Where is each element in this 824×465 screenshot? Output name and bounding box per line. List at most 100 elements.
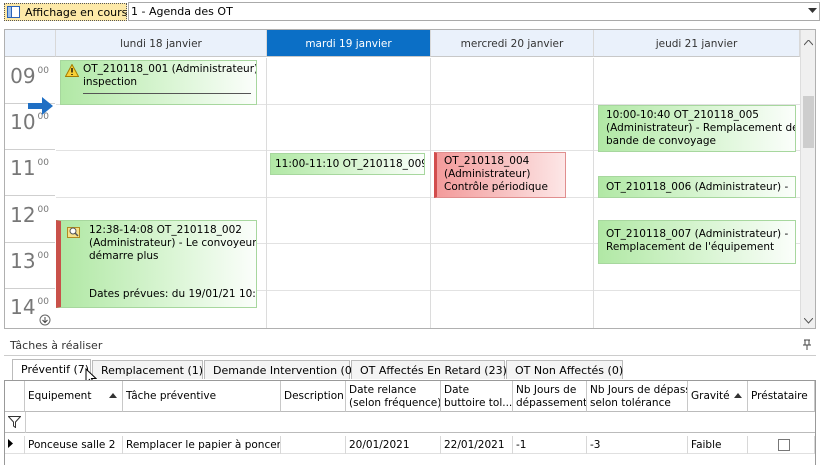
calendar: lundi 18 janvier mardi 19 janvier mercre… (4, 29, 816, 329)
minutes: 00 (37, 205, 49, 215)
cell[interactable]: Remplacer le papier à poncer (123, 436, 281, 454)
cell[interactable]: 22/01/2021 (441, 436, 513, 454)
column-header-text: (selon fréquence) (349, 397, 441, 409)
checkbox[interactable] (778, 439, 790, 451)
appointment-line: bande de convoyage (606, 135, 716, 147)
hour-label: 14 00 (5, 289, 55, 328)
scroll-thumb[interactable] (803, 96, 814, 148)
hour: 14 (10, 295, 36, 319)
minutes: 00 (37, 297, 49, 307)
appointment[interactable]: OT_210118_007 (Administrateur) - Remplac… (598, 220, 796, 264)
filter-icon[interactable] (8, 416, 21, 428)
column-header-text: buttoire tol... (444, 397, 513, 409)
cell-line (25, 412, 26, 433)
appointment[interactable]: 10:00-10:40 OT_210118_005 (Administrateu… (598, 105, 796, 152)
hour-line (56, 150, 800, 151)
column-header-text: dépassement (516, 397, 587, 409)
row-indicator-header (5, 381, 25, 412)
corner (5, 30, 56, 57)
minutes: 00 (37, 112, 49, 122)
day-header[interactable]: mardi 19 janvier (267, 30, 431, 57)
minutes: 00 (37, 66, 49, 76)
hour: 12 (10, 203, 36, 227)
appointment-footer: Dates prévues: du 19/01/21 10:00 (89, 288, 257, 300)
scroll-up[interactable] (804, 40, 813, 46)
column-header[interactable]: Equipement (25, 381, 123, 412)
column-header[interactable]: Description (281, 381, 346, 412)
cell[interactable]: 20/01/2021 (346, 436, 441, 454)
appointment-line: 12:38-14:08 OT_210118_002 (89, 224, 242, 236)
view-button[interactable]: Affichage en cours (4, 3, 127, 21)
tab[interactable]: OT Non Affectés (0) (506, 360, 623, 379)
hour: 10 (10, 110, 36, 134)
column-header-text: Equipement (28, 390, 92, 402)
appointment-line: Contrôle périodique (444, 181, 548, 193)
hour-line (56, 243, 800, 244)
day-line (266, 58, 267, 328)
column-header[interactable]: Tâche préventive (123, 381, 281, 412)
tab[interactable]: Demande Intervention (0) (204, 360, 356, 379)
cell[interactable] (281, 436, 346, 454)
scrollbar[interactable] (800, 30, 815, 328)
hour: 13 (10, 249, 36, 273)
panel-title: Tâches à réaliser (4, 335, 816, 356)
cell[interactable]: Faible (688, 436, 748, 454)
panel-title-text: Tâches à réaliser (10, 339, 103, 352)
minutes: 00 (37, 251, 49, 261)
column-header-text: selon tolérance (590, 397, 671, 409)
appointment[interactable]: OT_210118_006 (Administrateur) - (598, 176, 796, 198)
cell[interactable]: -1 (513, 436, 587, 454)
tab[interactable]: Remplacement (1) (92, 360, 203, 379)
task-grid: Equipement Tâche préventive Description … (4, 380, 816, 465)
appointment-line: (Administrateur) - Le convoyeur ne (89, 237, 257, 249)
column-header[interactable]: Date relance (selon fréquence) (346, 381, 441, 412)
tab[interactable]: Préventif (7) (12, 359, 91, 380)
column-header-text: Nb Jours de (516, 384, 577, 396)
appointment-line: (Administrateur) - Remplacement de la (606, 122, 796, 134)
column-header[interactable]: Nb Jours de dépassement (513, 381, 587, 412)
column-header-text: Date (444, 384, 470, 396)
appointment-line: 11:00-11:10 OT_210118_009 (275, 158, 425, 170)
appointment-line: inspection (83, 76, 138, 88)
minutes: 00 (37, 158, 49, 168)
data-row[interactable] (5, 436, 815, 454)
sort-arrow (734, 393, 742, 398)
hour: 09 (10, 64, 36, 88)
column-header[interactable]: Nb Jours de dépass selon tolérance (587, 381, 688, 412)
day-header[interactable]: jeudi 21 janvier (594, 30, 800, 57)
hour-line (56, 104, 800, 105)
scroll-down[interactable] (804, 318, 813, 324)
appointment[interactable]: OT_210118_004 (Administrateur) Contrôle … (434, 152, 566, 198)
appointment-line: 10:00-10:40 OT_210118_005 (606, 109, 759, 121)
hour-line (56, 197, 800, 198)
cell[interactable] (748, 436, 815, 454)
tab[interactable]: OT Affectés En Retard (23) (351, 360, 507, 379)
cell[interactable]: -3 (587, 436, 688, 454)
appointment[interactable]: 11:00-11:10 OT_210118_009 (270, 153, 425, 175)
column-header[interactable]: Date buttoire tol... (441, 381, 513, 412)
view-combo[interactable]: 1 - Agenda des OT (128, 2, 820, 21)
hour: 11 (10, 156, 36, 180)
view-icon (7, 6, 20, 18)
scroll-more[interactable] (39, 314, 51, 326)
appointment-line: OT_210118_006 (Administrateur) - (606, 181, 789, 193)
dropdown-arrow (808, 8, 817, 13)
column-header[interactable]: Gravité (688, 381, 748, 412)
appointment[interactable]: 12:38-14:08 OT_210118_002 (Administrateu… (56, 220, 257, 308)
warning-icon (65, 64, 79, 77)
column-header-text: Gravité (691, 390, 730, 402)
appointment[interactable]: OT_210118_001 (Administrateur) - inspect… (60, 60, 257, 105)
hour-label: 13 00 (5, 243, 55, 289)
column-header-text: Nb Jours de dépass (590, 384, 688, 396)
sort-arrow (109, 393, 117, 398)
filter-row[interactable] (5, 412, 815, 433)
cell[interactable]: Ponceuse salle 2 (25, 436, 123, 454)
day-header[interactable]: lundi 18 janvier (56, 30, 267, 57)
day-header[interactable]: mercredi 20 janvier (431, 30, 594, 57)
separator (83, 93, 251, 94)
column-header[interactable]: Préstataire (748, 381, 815, 412)
view-button-label: Affichage en cours (25, 6, 128, 19)
pin-icon[interactable] (802, 339, 812, 351)
appointment-line: OT_210118_007 (Administrateur) - (606, 228, 789, 240)
